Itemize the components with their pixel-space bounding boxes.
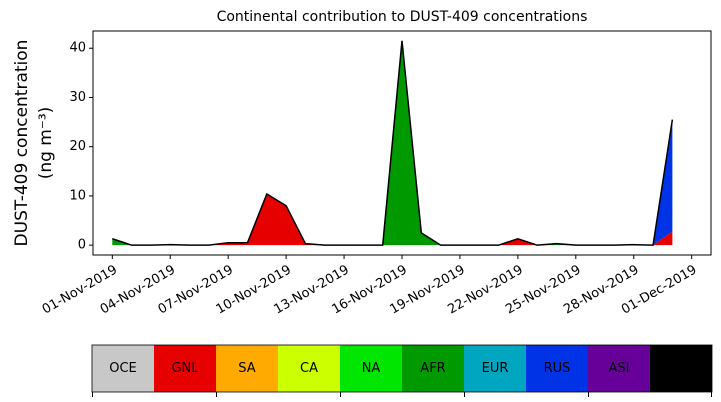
legend-swatch <box>650 345 712 392</box>
legend-swatch <box>216 345 278 392</box>
chart-title: Continental contribution to DUST-409 con… <box>217 9 588 25</box>
legend-label: CA <box>300 361 318 376</box>
y-tick-label: 0 <box>78 238 86 253</box>
legend-label: NA <box>362 361 381 376</box>
colorbar-ticks <box>92 392 712 397</box>
legend-swatch <box>588 345 650 392</box>
legend-frame <box>91 344 713 393</box>
legend-label: SA <box>238 361 255 376</box>
legend-label: OCE <box>109 361 137 376</box>
legend-swatch <box>278 345 340 392</box>
y-tick-label: 20 <box>69 139 86 154</box>
legend-swatch <box>92 345 154 392</box>
legend-label: ASI <box>609 361 630 376</box>
legend-label: AFR <box>420 361 445 376</box>
legend-swatch <box>464 345 526 392</box>
legend-swatch <box>340 345 402 392</box>
legend-swatch <box>526 345 588 392</box>
legend-swatch <box>154 345 216 392</box>
y-tick-label: 10 <box>69 188 86 203</box>
legend-label: GNL <box>171 361 199 376</box>
legend-label: RUS <box>544 361 571 376</box>
y-axis-label: DUST-409 concentration <box>12 40 32 247</box>
legend-label: AUS <box>668 361 695 376</box>
y-axis-label: (ng m⁻³) <box>36 107 56 180</box>
legend-swatch <box>402 345 464 392</box>
y-tick-label: 40 <box>69 41 86 56</box>
total-outline <box>112 40 674 246</box>
y-tick-label: 30 <box>69 90 86 105</box>
legend-label: EUR <box>482 361 509 376</box>
